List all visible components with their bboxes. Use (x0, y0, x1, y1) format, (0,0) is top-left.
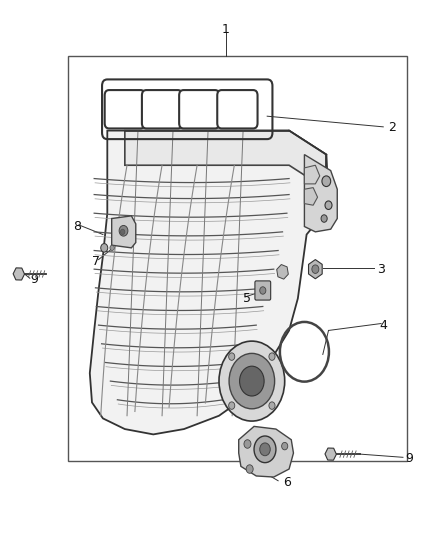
Circle shape (229, 402, 235, 409)
Circle shape (254, 436, 276, 463)
FancyBboxPatch shape (217, 90, 258, 128)
Polygon shape (112, 216, 136, 248)
FancyBboxPatch shape (105, 90, 145, 128)
Polygon shape (304, 188, 318, 205)
Text: 9: 9 (30, 273, 38, 286)
Circle shape (229, 353, 275, 409)
Text: 1: 1 (222, 23, 230, 36)
Polygon shape (125, 131, 326, 189)
Text: 8: 8 (73, 220, 81, 233)
FancyBboxPatch shape (179, 90, 219, 128)
Circle shape (322, 176, 331, 187)
Polygon shape (90, 131, 328, 434)
Circle shape (244, 440, 251, 448)
FancyBboxPatch shape (255, 281, 271, 300)
Polygon shape (239, 426, 293, 477)
Text: 9: 9 (406, 452, 413, 465)
Text: 7: 7 (92, 255, 100, 268)
Polygon shape (304, 155, 337, 232)
Circle shape (240, 366, 264, 396)
Polygon shape (304, 165, 320, 184)
Text: 2: 2 (388, 122, 396, 134)
Circle shape (260, 287, 266, 294)
FancyBboxPatch shape (142, 90, 182, 128)
Text: 5: 5 (244, 292, 251, 305)
Circle shape (229, 353, 235, 360)
Circle shape (119, 225, 128, 236)
Circle shape (312, 265, 319, 273)
Circle shape (260, 443, 270, 456)
Circle shape (325, 201, 332, 209)
Circle shape (219, 341, 285, 421)
Circle shape (269, 353, 275, 360)
Bar (68, 56, 407, 461)
Circle shape (246, 465, 253, 473)
Circle shape (269, 402, 275, 409)
Circle shape (282, 442, 288, 450)
Text: 4: 4 (379, 319, 387, 332)
Circle shape (321, 215, 327, 222)
Circle shape (110, 245, 114, 251)
Circle shape (101, 244, 108, 252)
Text: 3: 3 (377, 263, 385, 276)
Text: 6: 6 (283, 476, 291, 489)
Circle shape (120, 229, 125, 235)
